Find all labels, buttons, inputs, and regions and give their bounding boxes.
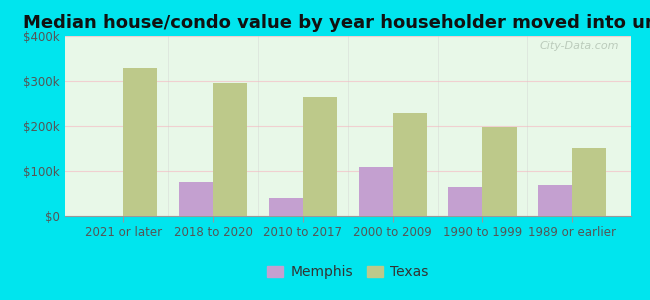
Bar (482, 127, 517, 216)
Bar (213, 83, 247, 216)
Bar (268, 198, 303, 216)
Legend: Memphis, Texas: Memphis, Texas (261, 260, 434, 285)
Bar (359, 167, 393, 216)
Bar (572, 148, 606, 216)
Bar (179, 182, 213, 216)
Bar (448, 187, 482, 216)
Bar (393, 113, 427, 216)
Bar (303, 97, 337, 216)
Bar (124, 68, 157, 216)
Text: City-Data.com: City-Data.com (540, 41, 619, 51)
Bar (538, 184, 572, 216)
Title: Median house/condo value by year householder moved into unit: Median house/condo value by year househo… (23, 14, 650, 32)
